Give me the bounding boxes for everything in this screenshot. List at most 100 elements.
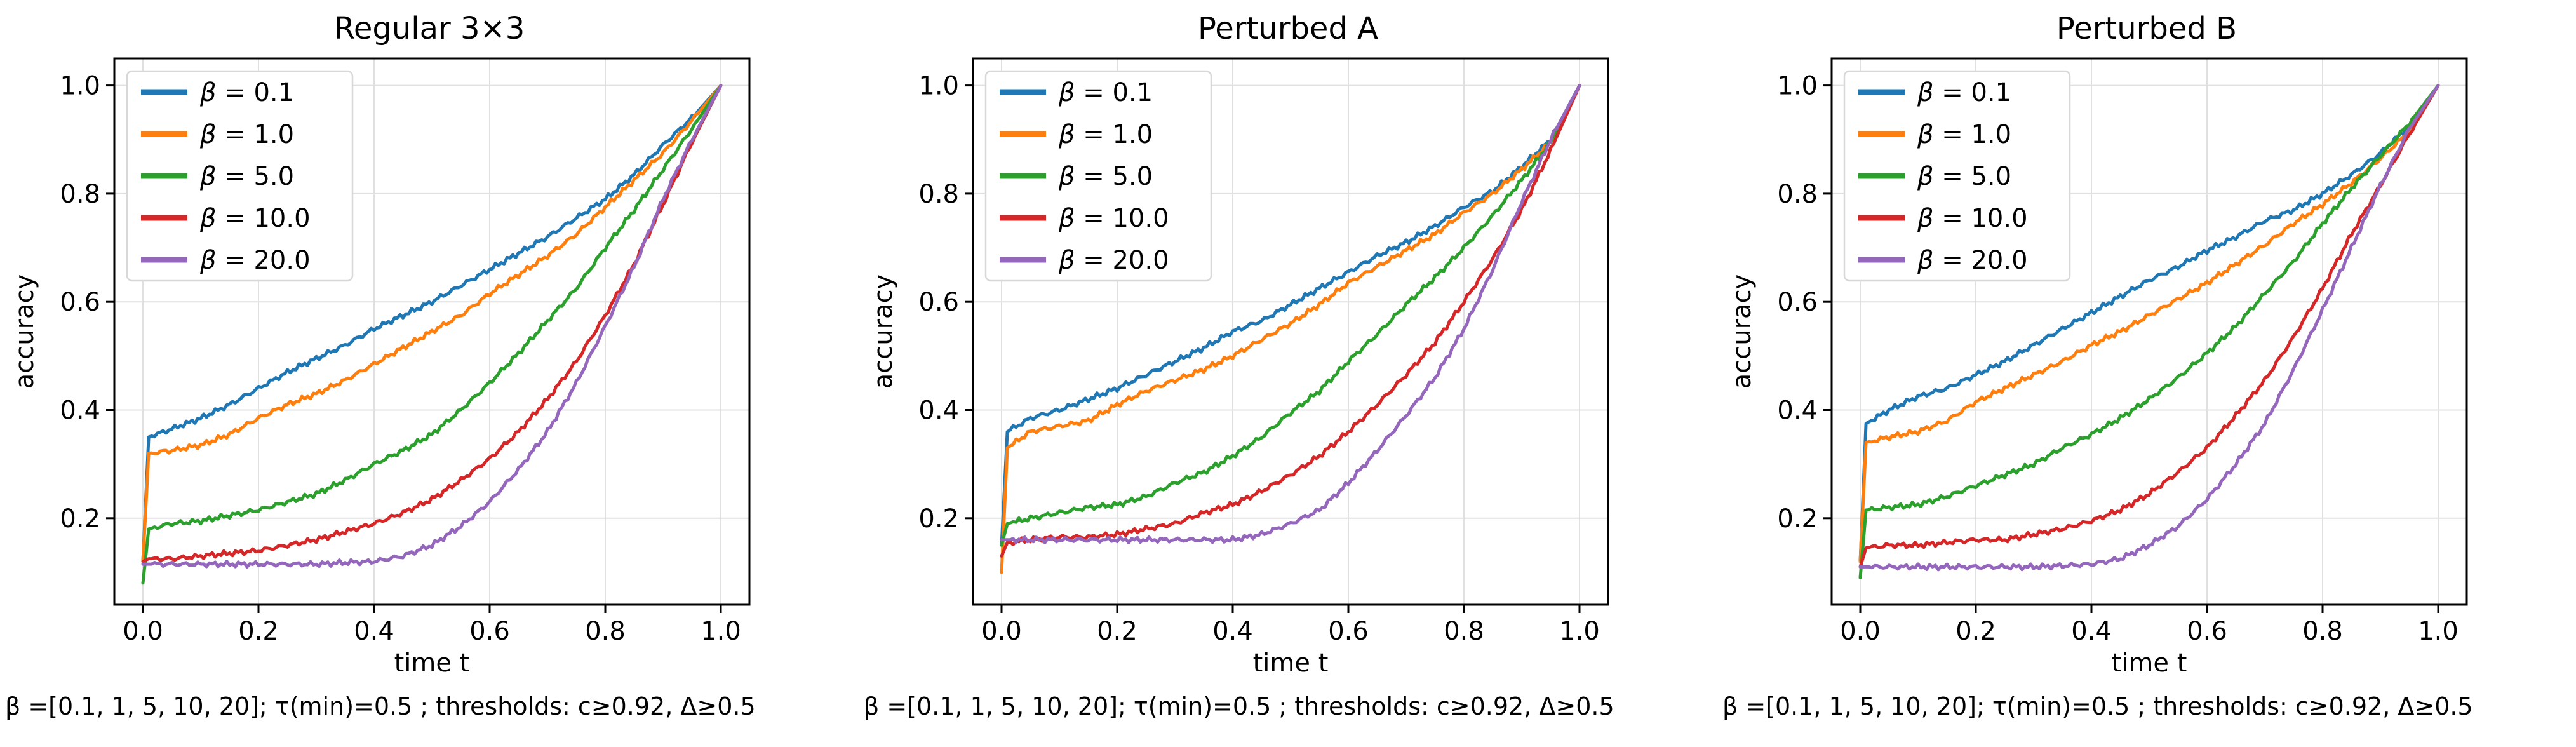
legend-label: β = 5.0 (199, 162, 294, 191)
subplot-title: Perturbed A (1197, 10, 1379, 46)
y-tick-label: 0.8 (1777, 180, 1818, 209)
series-line-3 (141, 84, 723, 563)
x-tick-label: 0.2 (238, 617, 279, 646)
legend-label: β = 0.1 (199, 78, 294, 107)
legend-entry: β = 5.0 (141, 162, 294, 191)
y-tick-label: 0.6 (1777, 288, 1818, 317)
x-tick-label: 1.0 (1559, 617, 1600, 646)
chart-canvas: 0.0 0.2 0.4 0.6 0.8 1.0 0.2 0.4 0.6 0.8 1.0 time t a… (1727, 57, 2468, 678)
subplot-title: Perturbed B (2056, 10, 2237, 46)
series-line-1 (1000, 84, 1581, 574)
series-line-0 (1000, 84, 1581, 547)
y-tick-label: 0.8 (60, 180, 100, 209)
legend-frame (984, 70, 1212, 282)
series-line-4 (1000, 84, 1581, 544)
series-line-3 (1000, 84, 1581, 558)
x-ticks (1000, 605, 1581, 613)
subplot-title: Regular 3×3 (333, 10, 525, 46)
y-tick-label: 1.0 (1777, 72, 1818, 101)
y-axis-label: accuracy (869, 274, 898, 389)
x-axis-label: time t (2112, 649, 2187, 676)
legend-entry: β = 0.1 (141, 78, 294, 107)
legend-label: β = 5.0 (1058, 162, 1153, 191)
subplot-perturbed-b: Perturbed B 0.0 0.2 0.4 0.6 0.8 1.0 0.2 0.4 0.6 0… (1717, 0, 2576, 747)
chart-area: 0.0 0.2 0.4 0.6 0.8 1.0 0.2 0.4 0.6 0.8 1.0 time t a… (0, 46, 859, 678)
x-tick-label: 0.0 (981, 617, 1022, 646)
legend-entry: β = 20.0 (1858, 246, 2028, 275)
legend-entry: β = 0.1 (1858, 78, 2011, 107)
x-tick-label: 0.8 (2302, 617, 2343, 646)
y-ticks (106, 84, 114, 520)
y-tick-label: 0.8 (918, 180, 959, 209)
series-line-0 (141, 84, 723, 563)
series-line-3 (1858, 84, 2440, 569)
y-tick-label: 1.0 (918, 72, 959, 101)
legend-entry: β = 5.0 (1858, 162, 2011, 191)
legend-label: β = 10.0 (199, 204, 311, 233)
legend-label: β = 20.0 (1058, 246, 1169, 275)
y-tick-label: 0.6 (60, 288, 100, 317)
subplot-caption: β =[0.1, 1, 5, 10, 20]; τ(min)=0.5 ; thr… (864, 692, 1614, 720)
series-line-2 (1000, 84, 1581, 547)
x-tick-label: 0.6 (2187, 617, 2227, 646)
legend-label: β = 10.0 (1058, 204, 1169, 233)
x-tick-label: 0.2 (1097, 617, 1137, 646)
x-tick-label: 0.4 (2071, 617, 2112, 646)
legend-label: β = 20.0 (199, 246, 311, 275)
legend-label: β = 1.0 (1058, 120, 1153, 149)
legend-entry: β = 5.0 (1000, 162, 1153, 191)
y-tick-label: 0.2 (918, 504, 959, 534)
legend: β = 0.1 β = 1.0 β = 5.0 β = 10.0 β = 20.0 (1843, 70, 2071, 282)
legend-label: β = 1.0 (1917, 120, 2011, 149)
y-axis-label: accuracy (10, 274, 39, 389)
chart-canvas: 0.0 0.2 0.4 0.6 0.8 1.0 0.2 0.4 0.6 0.8 1.0 time t a… (869, 57, 1609, 678)
x-tick-label: 0.6 (469, 617, 510, 646)
legend-label: β = 10.0 (1917, 204, 2028, 233)
chart-canvas: 0.0 0.2 0.4 0.6 0.8 1.0 0.2 0.4 0.6 0.8 1.0 time t a… (10, 57, 751, 678)
legend: β = 0.1 β = 1.0 β = 5.0 β = 10.0 β = 20.0 (126, 70, 354, 282)
y-tick-label: 0.2 (1777, 504, 1818, 534)
chart-area: 0.0 0.2 0.4 0.6 0.8 1.0 0.2 0.4 0.6 0.8 1.0 time t a… (1717, 46, 2576, 678)
x-tick-label: 0.6 (1328, 617, 1369, 646)
subplot-caption: β =[0.1, 1, 5, 10, 20]; τ(min)=0.5 ; thr… (1722, 692, 2473, 720)
x-axis-label: time t (1253, 649, 1329, 676)
x-tick-label: 0.0 (1840, 617, 1881, 646)
legend-label: β = 5.0 (1917, 162, 2011, 191)
x-tick-label: 0.4 (354, 617, 394, 646)
series-line-4 (141, 84, 723, 569)
legend-entry: β = 1.0 (1000, 120, 1153, 149)
y-tick-label: 1.0 (60, 72, 100, 101)
x-tick-label: 0.0 (123, 617, 163, 646)
legend-label: β = 20.0 (1917, 246, 2028, 275)
x-tick-label: 0.8 (585, 617, 626, 646)
y-tick-label: 0.2 (60, 504, 100, 534)
legend-entry: β = 20.0 (1000, 246, 1169, 275)
x-tick-label: 1.0 (701, 617, 741, 646)
series-line-1 (1858, 84, 2440, 563)
series-line-1 (141, 84, 723, 563)
chart-area: 0.0 0.2 0.4 0.6 0.8 1.0 0.2 0.4 0.6 0.8 1.0 time t a… (859, 46, 1717, 678)
legend: β = 0.1 β = 1.0 β = 5.0 β = 10.0 β = 20.0 (984, 70, 1212, 282)
legend-frame (126, 70, 354, 282)
x-tick-label: 0.2 (1955, 617, 1996, 646)
series-line-4 (1858, 84, 2440, 572)
legend-entry: β = 1.0 (141, 120, 294, 149)
series-line-2 (1858, 84, 2440, 579)
grid-lines (973, 58, 1608, 605)
legend-frame (1843, 70, 2071, 282)
axes-spines (972, 57, 1609, 606)
legend-label: β = 1.0 (199, 120, 294, 149)
legend-entry: β = 10.0 (1858, 204, 2028, 233)
y-axis-label: accuracy (1727, 274, 1757, 389)
series-line-0 (1858, 84, 2440, 563)
x-tick-label: 1.0 (2418, 617, 2459, 646)
y-tick-label: 0.4 (60, 396, 100, 426)
y-tick-label: 0.4 (1777, 396, 1818, 426)
x-tick-label: 0.8 (1444, 617, 1484, 646)
axes-spines (1830, 57, 2468, 606)
legend-entry: β = 10.0 (141, 204, 311, 233)
x-ticks (1859, 605, 2439, 613)
legend-entry: β = 0.1 (1000, 78, 1153, 107)
axes-spines (113, 57, 751, 606)
